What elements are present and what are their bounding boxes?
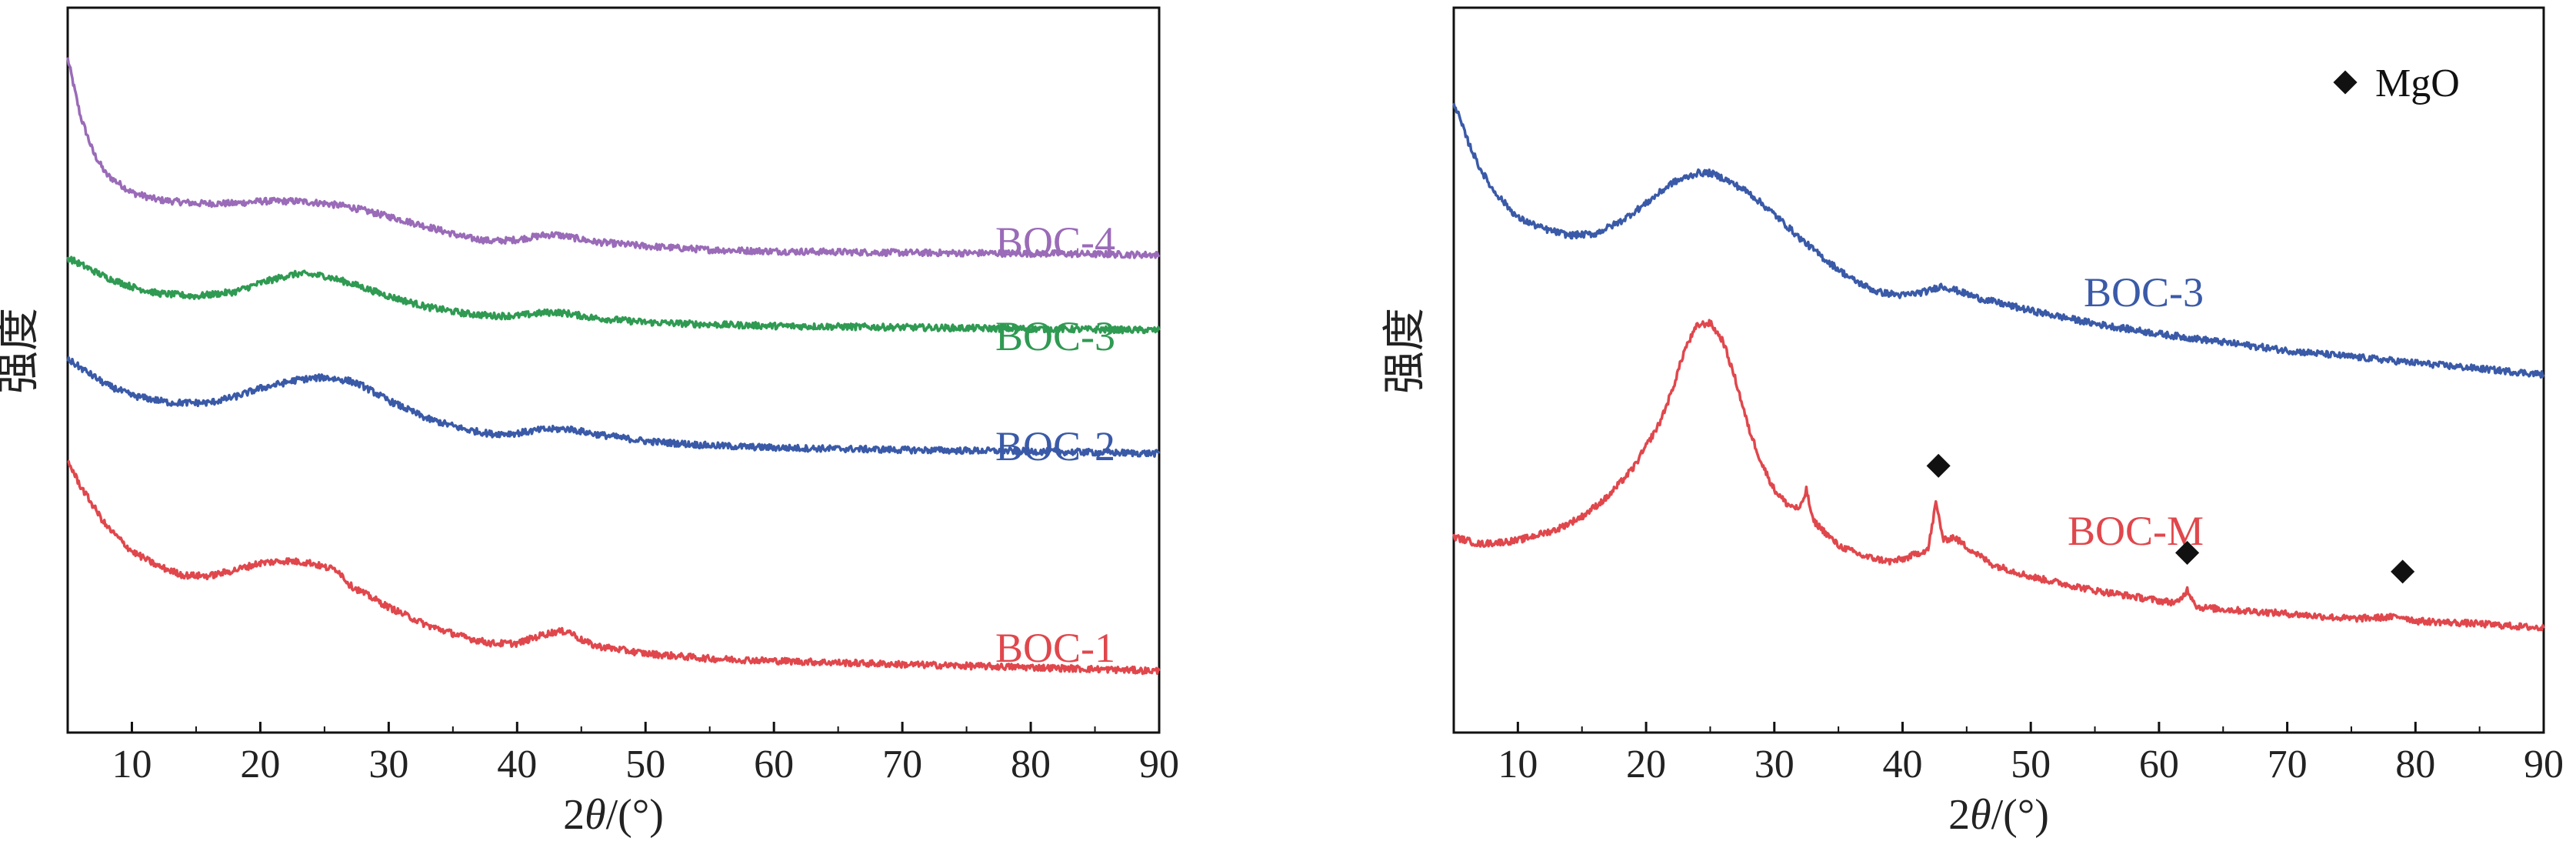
legend-label: MgO	[2375, 62, 2460, 105]
right-xrd-panel: 10 20 30 40 50 60 70 80 90 2θ/(°) 强度 BOC-3 BOC-M MgO	[1381, 6, 2564, 839]
series-line-boc-3	[66, 255, 1161, 335]
x-tick-label: 70	[882, 743, 922, 786]
x-tick-label: 70	[2268, 743, 2308, 786]
x-tick-label: 80	[2395, 743, 2435, 786]
x-tick-label: 30	[1755, 743, 1795, 786]
series-label-boc-m: BOC-M	[2068, 508, 2204, 554]
x-axis-title: 2θ/(°)	[1948, 791, 2049, 839]
x-tick-label: 20	[240, 743, 280, 786]
x-tick-label: 40	[497, 743, 537, 786]
x-tick-label: 30	[368, 743, 408, 786]
x-tick-label: 50	[625, 743, 665, 786]
series-label-boc-3: BOC-3	[995, 313, 1115, 359]
x-tick-label: 60	[2139, 743, 2179, 786]
mgo-peak-marker	[2175, 540, 2200, 565]
series-label-boc-4: BOC-4	[995, 219, 1115, 265]
mgo-peak-marker	[2391, 559, 2415, 584]
x-tick-label: 90	[2524, 743, 2564, 786]
x-tick-label: 10	[1498, 743, 1538, 786]
series-label-boc-3: BOC-3	[2084, 269, 2204, 315]
plot-frame	[1452, 6, 2545, 734]
left-xrd-panel: 10 20 30 40 50 60 70 80 90 2θ/(°) 强度 BOC-4 BOC-3 BOC-…	[0, 6, 1179, 839]
series-line-boc-1	[67, 459, 1161, 676]
x-tick-label: 50	[2011, 743, 2051, 786]
plot-frame	[66, 6, 1161, 734]
series-line-boc-4	[66, 57, 1161, 259]
series-line-boc-3	[1452, 102, 2545, 379]
series-line-boc-2	[66, 356, 1161, 458]
x-tick-label: 10	[112, 743, 152, 786]
x-tick-label: 60	[754, 743, 794, 786]
y-axis-title: 强度	[1381, 308, 1429, 394]
series-label-boc-2: BOC-2	[995, 423, 1115, 469]
series-label-boc-1: BOC-1	[995, 625, 1115, 671]
mgo-peak-marker	[1926, 453, 1951, 478]
series-line-boc-m	[1452, 319, 2545, 632]
x-axis-title: 2θ/(°)	[563, 791, 664, 839]
x-tick-label: 90	[1139, 743, 1179, 786]
legend-diamond-icon	[2333, 70, 2358, 95]
x-tick-label: 20	[1626, 743, 1666, 786]
x-tick-label: 40	[1882, 743, 1922, 786]
y-axis-title: 强度	[0, 308, 43, 394]
x-tick-label: 80	[1011, 743, 1051, 786]
